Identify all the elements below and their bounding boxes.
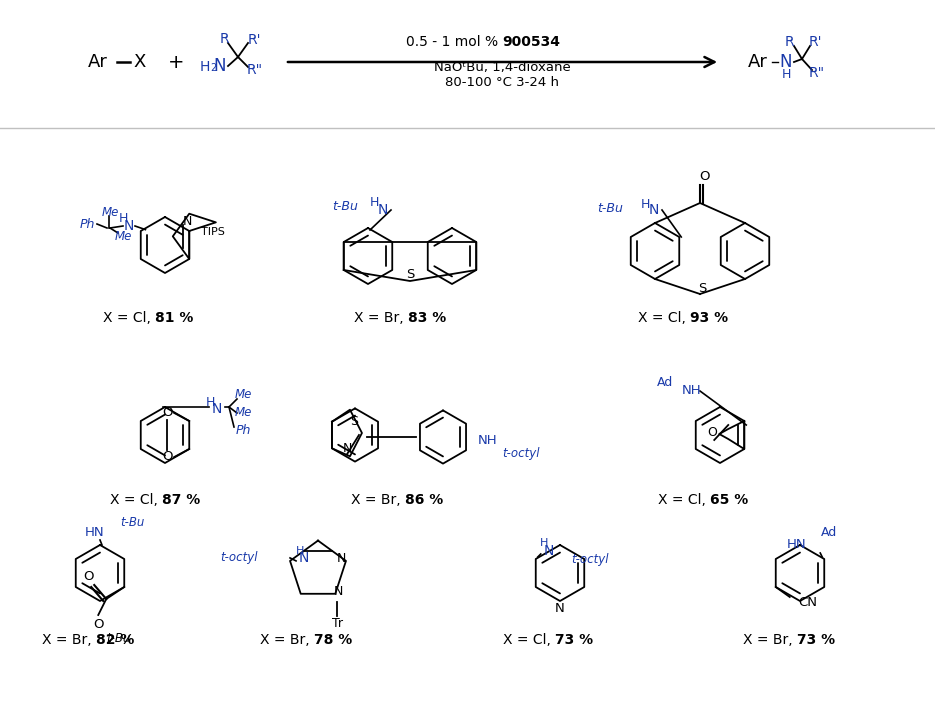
Text: HN: HN <box>786 539 806 552</box>
Text: Me: Me <box>235 407 252 420</box>
Text: H: H <box>782 68 791 81</box>
Text: Ad: Ad <box>657 377 673 390</box>
Text: H: H <box>640 197 650 210</box>
Text: 2: 2 <box>209 63 216 73</box>
Text: 900534: 900534 <box>502 35 560 49</box>
Text: N: N <box>337 552 346 565</box>
Text: CN: CN <box>798 596 817 610</box>
Text: H: H <box>295 546 304 556</box>
Text: N: N <box>212 402 223 416</box>
Text: R": R" <box>247 63 263 77</box>
Text: Me: Me <box>114 230 132 243</box>
Text: 83 %: 83 % <box>408 311 446 325</box>
Text: 93 %: 93 % <box>690 311 728 325</box>
Text: O: O <box>93 618 104 631</box>
Text: 73 %: 73 % <box>797 633 835 647</box>
Text: N: N <box>299 551 309 565</box>
Text: H: H <box>119 212 128 225</box>
Text: N: N <box>378 203 388 217</box>
Text: O: O <box>83 570 94 583</box>
Text: X = Cl,: X = Cl, <box>103 311 155 325</box>
Text: X = Cl,: X = Cl, <box>109 493 162 507</box>
Text: H: H <box>369 197 379 210</box>
Text: N: N <box>543 544 554 558</box>
Text: t-octyl: t-octyl <box>221 552 258 564</box>
Text: X = Cl,: X = Cl, <box>638 311 690 325</box>
Text: N: N <box>342 442 352 455</box>
Text: 86 %: 86 % <box>405 493 443 507</box>
Text: N: N <box>214 57 226 75</box>
Text: H: H <box>200 60 210 74</box>
Text: H: H <box>206 395 215 408</box>
Text: Ar: Ar <box>748 53 768 71</box>
Text: O: O <box>162 451 172 464</box>
Text: Tr: Tr <box>332 617 343 630</box>
Text: t-octyl: t-octyl <box>503 448 540 461</box>
Text: TIPS: TIPS <box>201 227 225 237</box>
Text: X = Br,: X = Br, <box>354 311 408 325</box>
Text: S: S <box>406 269 414 282</box>
Text: Ad: Ad <box>821 526 838 539</box>
Text: O: O <box>162 407 172 420</box>
Text: X = Br,: X = Br, <box>351 493 405 507</box>
Text: X = Br,: X = Br, <box>260 633 314 647</box>
Text: O: O <box>699 171 711 184</box>
Text: Ar: Ar <box>88 53 108 71</box>
Text: 80-100 °C 3-24 h: 80-100 °C 3-24 h <box>445 76 559 89</box>
Text: R': R' <box>808 35 822 49</box>
Text: Me: Me <box>101 205 119 218</box>
Text: S: S <box>698 282 706 294</box>
Text: N: N <box>780 53 792 71</box>
Text: H: H <box>539 538 548 548</box>
Text: NaOᵗBu, 1,4-dioxane: NaOᵗBu, 1,4-dioxane <box>434 61 570 74</box>
Text: N: N <box>555 603 565 616</box>
Text: +: + <box>167 53 184 71</box>
Text: 81 %: 81 % <box>155 311 194 325</box>
Text: X = Br,: X = Br, <box>743 633 797 647</box>
Text: 87 %: 87 % <box>162 493 200 507</box>
Text: Ph: Ph <box>236 423 251 436</box>
Text: 65 %: 65 % <box>710 493 748 507</box>
Text: t-octyl: t-octyl <box>570 552 609 565</box>
Text: N: N <box>182 215 192 228</box>
Text: Me: Me <box>235 389 252 402</box>
Text: t-Bu: t-Bu <box>332 199 358 212</box>
Text: N: N <box>334 585 343 598</box>
Text: R: R <box>219 32 229 46</box>
Text: R: R <box>784 35 794 49</box>
Text: t-Bu: t-Bu <box>120 516 144 529</box>
Text: X = Cl,: X = Cl, <box>657 493 710 507</box>
Text: N: N <box>649 203 659 217</box>
Text: X: X <box>134 53 146 71</box>
Text: 73 %: 73 % <box>555 633 593 647</box>
Text: N: N <box>123 219 135 233</box>
Text: 0.5 - 1 mol %: 0.5 - 1 mol % <box>406 35 502 49</box>
Text: t-Bu: t-Bu <box>597 202 623 215</box>
Text: X = Cl,: X = Cl, <box>503 633 555 647</box>
Text: t-Bu: t-Bu <box>107 632 131 646</box>
Text: 78 %: 78 % <box>314 633 352 647</box>
Text: R": R" <box>809 66 825 80</box>
Text: O: O <box>707 426 717 438</box>
Text: HN: HN <box>85 526 105 539</box>
Text: 82 %: 82 % <box>96 633 135 647</box>
Text: R': R' <box>247 33 261 47</box>
Text: NH: NH <box>478 433 497 446</box>
Text: Ph: Ph <box>79 218 94 232</box>
Text: S: S <box>350 415 358 428</box>
Text: X = Br,: X = Br, <box>42 633 96 647</box>
Text: NH: NH <box>683 384 702 397</box>
